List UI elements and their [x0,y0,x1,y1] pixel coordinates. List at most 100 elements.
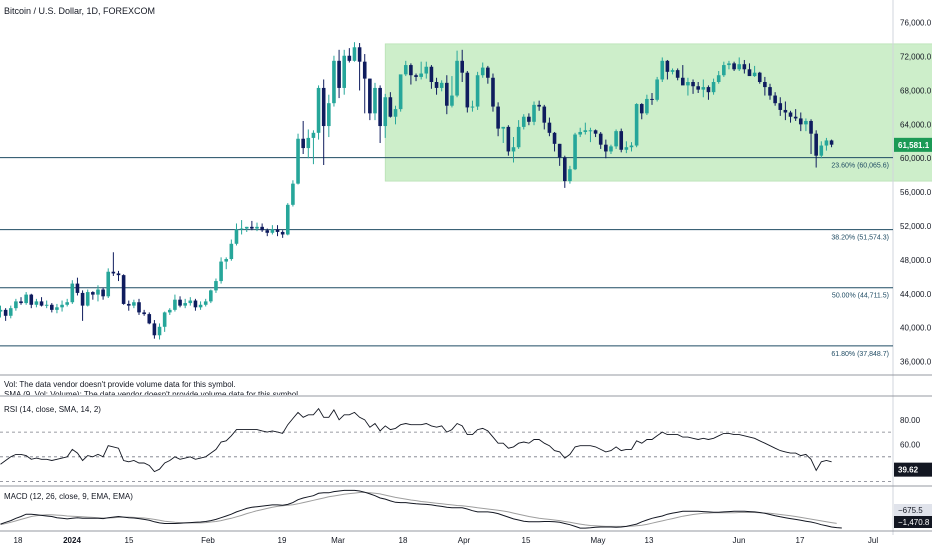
candle [496,102,500,137]
time-tick-label: Mar [331,536,345,545]
candle-body [337,60,341,88]
candle-body [34,301,39,305]
rsi-tick-label: 80.00 [900,416,921,425]
time-tick-label: May [590,536,605,545]
candle [368,78,372,121]
candle [629,142,634,152]
candle [491,73,495,112]
candle-body [650,98,654,100]
candle [511,137,516,163]
candle-body [547,122,552,133]
candle [788,110,793,123]
candle-body [65,302,69,305]
candle-body [573,134,577,170]
candle [250,220,254,231]
candle-body [198,304,203,308]
candle [393,105,398,125]
candle-body [368,78,372,114]
fib-label: 50.00% (44,711.5) [832,293,889,300]
candle-body [301,138,305,149]
candle [419,61,423,80]
candle [798,112,803,132]
candle [24,292,28,305]
candle-body [285,204,290,235]
candle-body [126,303,131,306]
candle [96,285,100,302]
candle-body [383,97,388,127]
candle-body [306,137,311,149]
candle-body [506,126,511,152]
candle-body [768,87,772,96]
candle [824,137,829,151]
candle-body [455,60,459,96]
candle-body [193,300,198,308]
candle-body [537,104,541,107]
time-tick-label: 18 [399,536,408,545]
candle-body [804,120,808,125]
candle [516,120,521,149]
candle-body [778,103,783,110]
candle-body [275,229,280,232]
candle [424,61,429,79]
candle-body [121,275,126,304]
candle-body [50,304,54,310]
candle [732,61,736,71]
candle [188,297,193,306]
candle [557,143,562,166]
candle-body [465,72,470,108]
candle-body [101,289,105,297]
candle-body [532,104,536,122]
candle [342,49,347,95]
candle-body [327,103,331,127]
volume-note: Vol: The data vendor doesn't provide vol… [4,380,236,389]
candle [501,126,506,143]
candle [147,312,152,325]
candle [429,65,434,89]
candle [470,100,475,112]
candle-body [737,64,742,70]
candle [506,125,511,156]
candle [696,82,700,94]
candle [34,298,39,308]
time-tick-label: Jul [868,536,878,545]
candle-body [409,65,413,76]
candle-body [419,73,423,77]
candle-body [3,309,8,316]
rsi-current-badge [894,462,932,477]
fib-label: 23.60% (60,065.6) [831,163,889,170]
candle [537,100,541,111]
candle [691,79,695,94]
candle [75,277,80,296]
candle-body [439,82,444,88]
macd-value-badge [894,516,932,528]
candle-body [516,126,521,148]
candle [434,77,439,95]
time-tick-label: 13 [645,536,654,545]
candle-body [162,312,167,327]
candle-body [696,86,700,90]
price-tick-label: 56,000.0 [900,188,932,197]
candle [275,225,280,237]
candle [552,131,557,152]
candle [783,101,788,121]
candle [563,155,567,188]
candle [383,93,388,138]
candle-body [85,292,90,306]
candle-body [19,301,23,304]
candle [445,75,449,115]
candle [306,129,311,159]
rsi-tick-label: 60.00 [900,440,921,449]
candle-body [686,82,690,86]
price-tick-label: 52,000.0 [900,222,932,231]
candle [752,65,757,77]
candle [65,298,69,307]
candle-body [624,147,629,150]
candle-body [496,106,500,129]
candle [711,78,716,95]
candle [634,103,639,148]
candle [39,297,44,307]
candle-body [378,87,382,127]
candle [701,79,706,98]
candle [70,280,75,304]
